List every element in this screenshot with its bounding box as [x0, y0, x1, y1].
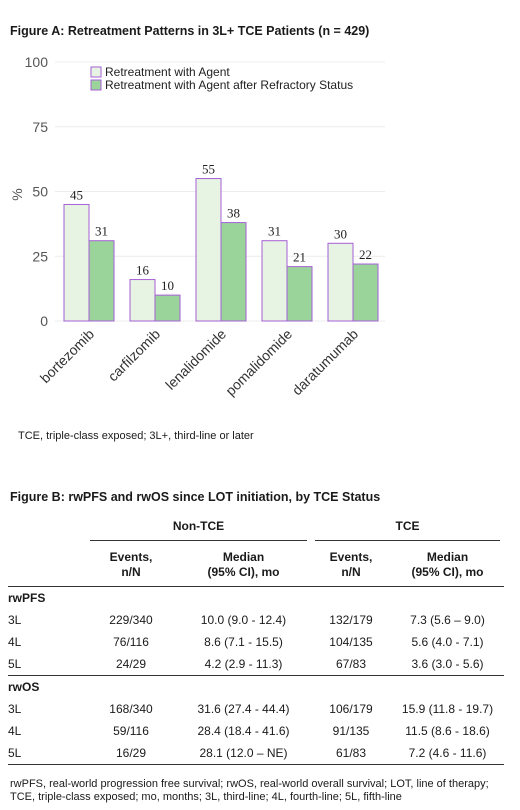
bar	[261, 240, 288, 322]
cell-tce-median: 3.6 (3.0 - 5.6)	[411, 657, 484, 671]
row-label: 3L	[8, 702, 22, 716]
cell-tce-median: 11.5 (8.6 - 18.6)	[405, 724, 490, 738]
cell-tce-events: 61/83	[311, 742, 391, 765]
data-label: 55	[202, 162, 215, 177]
bar	[286, 266, 313, 322]
group-header-non-tce: Non-TCE	[86, 514, 311, 544]
cell-non-tce-events: 24/29	[115, 657, 147, 671]
bars	[63, 178, 379, 322]
row-label: 5L	[8, 742, 86, 765]
cell-non-tce-events: 59/116	[113, 724, 149, 738]
column-header-events: Events, n/N	[86, 544, 176, 587]
x-tick-label: carfilzomib	[104, 326, 163, 385]
cell-tce-events: 104/135	[329, 635, 373, 649]
bar	[129, 279, 156, 322]
x-tick-label: daratumumab	[289, 326, 362, 399]
section-label-rwpfs: rwPFS	[8, 591, 46, 605]
table-row: 4L 59/116 28.4 (18.4 - 41.6) 91/135 11.5…	[8, 720, 504, 742]
column-header-blank	[8, 544, 86, 587]
cell-tce-events: 132/179	[329, 613, 373, 627]
data-labels: 45 31 16 10 55 38 31 21 30 22	[70, 162, 372, 294]
data-label: 16	[136, 263, 150, 278]
y-axis-label: %	[9, 188, 25, 200]
cell-non-tce-events: 76/116	[113, 635, 149, 649]
survival-table: Non-TCE TCE Events, n/N Median (95% CI), m…	[8, 514, 504, 765]
cell-non-tce-events: 229/340	[109, 613, 153, 627]
figure-a-footnote: TCE, triple-class exposed; 3L+, third-li…	[18, 430, 254, 442]
cell-non-tce-events: 168/340	[109, 702, 153, 716]
cell-non-tce-median: 31.6 (27.4 - 44.4)	[197, 702, 290, 716]
y-tick-label: 50	[32, 184, 48, 200]
y-tick-label: 100	[25, 54, 49, 70]
cell-non-tce-median: 28.1 (12.0 – NE)	[176, 742, 311, 765]
y-tick-label: 0	[40, 313, 48, 329]
legend-swatch	[90, 66, 102, 78]
cell-tce-median: 7.3 (5.6 – 9.0)	[410, 613, 485, 627]
section-label-rwos: rwOS	[8, 675, 504, 698]
figure-b-title: Figure B: rwPFS and rwOS since LOT initi…	[10, 490, 381, 504]
x-tick-label: bortezomib	[37, 326, 97, 386]
data-label: 38	[227, 206, 240, 221]
column-header-median: Median (95% CI), mo	[176, 544, 311, 587]
bar	[352, 263, 379, 322]
row-label: 4L	[8, 635, 22, 649]
retreatment-bar-chart: 0 25 50 75 100% 45 31 16 10 55 38 31 21 30 22 bortezo…	[9, 54, 385, 399]
y-axis: 0 25 50 75 100%	[9, 54, 48, 329]
row-label: 4L	[8, 724, 22, 738]
legend-label: Retreatment with Agent	[105, 65, 230, 79]
data-label: 31	[268, 224, 281, 239]
group-header-tce: TCE	[311, 514, 504, 544]
bar	[154, 294, 181, 322]
row-label: 5L	[8, 657, 22, 671]
bar	[327, 242, 354, 322]
y-tick-label: 75	[32, 119, 48, 135]
data-label: 22	[359, 247, 372, 262]
table-row: 5L 16/29 28.1 (12.0 – NE) 61/83 7.2 (4.6…	[8, 742, 504, 765]
x-tick-label: lenalidomide	[162, 326, 229, 393]
data-label: 21	[293, 250, 306, 265]
legend-swatch	[90, 79, 102, 91]
cell-tce-events: 106/179	[329, 702, 373, 716]
cell-non-tce-median: 8.6 (7.1 - 15.5)	[204, 635, 283, 649]
column-header-median: Median (95% CI), mo	[391, 544, 504, 587]
data-label: 31	[95, 224, 108, 239]
legend-label: Retreatment with Agent after Refractory …	[105, 78, 353, 92]
cell-tce-median: 15.9 (11.8 - 19.7)	[401, 702, 494, 716]
bar	[220, 222, 247, 322]
cell-tce-events: 67/83	[335, 657, 367, 671]
bar	[195, 178, 222, 322]
cell-tce-median: 5.6 (4.0 - 7.1)	[411, 635, 484, 649]
table-row: 3L 168/340 31.6 (27.4 - 44.4) 106/179 15…	[8, 698, 504, 720]
data-label: 30	[334, 226, 347, 241]
column-header-events: Events, n/N	[311, 544, 391, 587]
cell-non-tce-median: 28.4 (18.4 - 41.6)	[197, 724, 290, 738]
table-corner	[8, 514, 86, 544]
x-tick-label: pomalidomide	[222, 326, 295, 399]
cell-non-tce-median: 10.0 (9.0 - 12.4)	[200, 613, 287, 627]
cell-tce-median: 7.2 (4.6 - 11.6)	[391, 742, 504, 765]
figure-a-title: Figure A: Retreatment Patterns in 3L+ TC…	[10, 24, 370, 38]
row-label: 3L	[8, 613, 22, 627]
data-label: 45	[70, 187, 83, 202]
figure-b-footnote: rwPFS, real-world progression free survi…	[10, 778, 489, 803]
y-tick-label: 25	[32, 248, 48, 264]
table-row: 5L 24/29 4.2 (2.9 - 11.3) 67/83 3.6 (3.0…	[8, 653, 504, 676]
bar	[88, 240, 115, 322]
cell-non-tce-median: 4.2 (2.9 - 11.3)	[204, 657, 283, 671]
cell-tce-events: 91/135	[332, 724, 370, 738]
table-row: 3L 229/340 10.0 (9.0 - 12.4) 132/179 7.3…	[8, 609, 504, 631]
cell-non-tce-events: 16/29	[86, 742, 176, 765]
bar	[63, 203, 90, 322]
table-row: 4L 76/116 8.6 (7.1 - 15.5) 104/135 5.6 (…	[8, 631, 504, 653]
data-label: 10	[161, 278, 174, 293]
x-axis-categories: bortezomib carfilzomib lenalidomidepomalid…	[37, 326, 361, 399]
